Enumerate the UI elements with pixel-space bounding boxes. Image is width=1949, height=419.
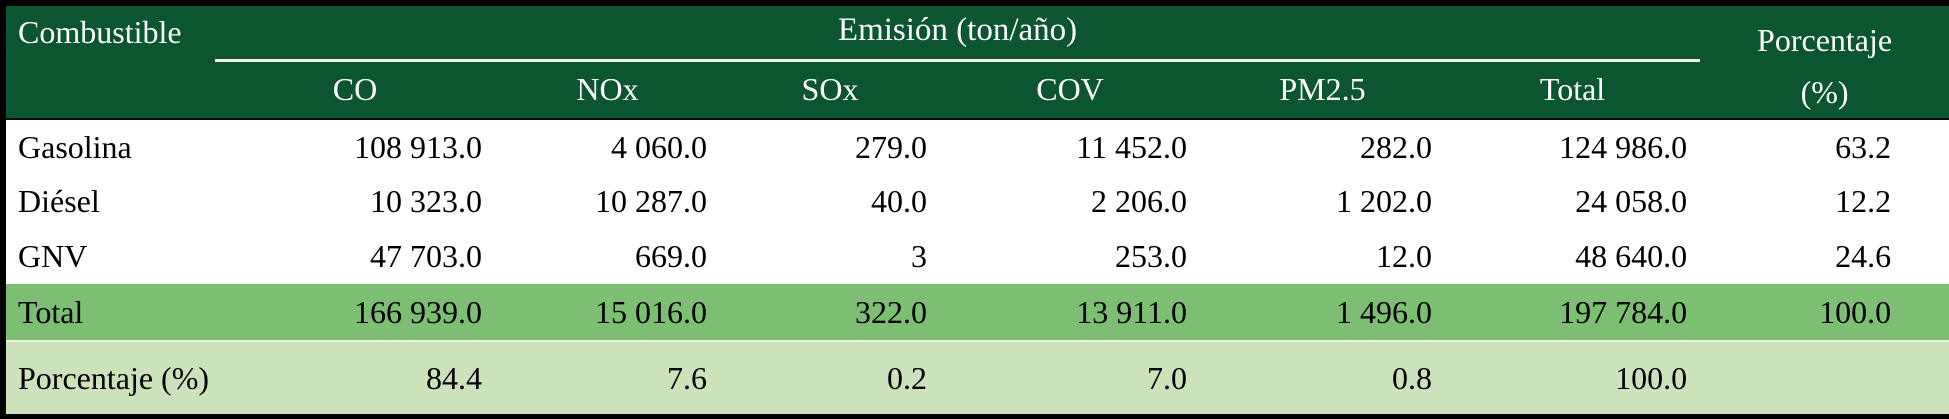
cell-sox: 279.0 — [855, 128, 927, 165]
cell-total: 124 986.0 — [1559, 128, 1688, 165]
cell-pm25: 0.8 — [1200, 340, 1445, 414]
row-label: GNV — [18, 238, 88, 274]
row-label: Gasolina — [18, 128, 132, 165]
cell-porcentaje: 12.2 — [1835, 183, 1892, 219]
cell-total: 100.0 — [1445, 340, 1701, 414]
cell-cov: 2 206.0 — [1091, 183, 1187, 219]
header-total: Total — [1445, 60, 1701, 120]
cell-nox: 669.0 — [635, 238, 707, 274]
cell-pm25: 12.0 — [1376, 238, 1432, 274]
cell-porcentaje-empty — [1700, 340, 1949, 414]
cell-sox: 3 — [911, 238, 927, 274]
table-row-gasolina: Gasolina 108 913.0 4 060.0 279.0 11 452.… — [6, 119, 1949, 174]
cell-nox: 4 060.0 — [611, 128, 707, 165]
cell-co: 166 939.0 — [354, 293, 482, 330]
cell-co: 84.4 — [215, 340, 495, 414]
table-row-diesel: Diésel 10 323.0 10 287.0 40.0 2 206.0 1 … — [6, 174, 1949, 229]
cell-co: 10 323.0 — [370, 183, 482, 219]
header-nox: NOx — [495, 60, 720, 120]
header-co: CO — [215, 60, 495, 120]
header-sox: SOx — [720, 60, 940, 120]
cell-porcentaje: 24.6 — [1835, 238, 1892, 274]
emissions-table: Combustible Emisión (ton/año) Porcentaje… — [6, 6, 1949, 414]
cell-total: 24 058.0 — [1575, 183, 1688, 219]
table-row-porcentaje: Porcentaje (%) 84.4 7.6 0.2 7.0 0.8 100.… — [6, 340, 1949, 414]
cell-pm25: 1 202.0 — [1336, 183, 1432, 219]
cell-total: 48 640.0 — [1575, 238, 1688, 274]
cell-total: 197 784.0 — [1559, 293, 1688, 330]
cell-porcentaje: 100.0 — [1819, 293, 1892, 330]
header-combustible: Combustible — [6, 6, 215, 120]
header-porcentaje-line2: (%) — [1800, 74, 1849, 110]
cell-cov: 13 911.0 — [1076, 293, 1187, 330]
header-porcentaje-line1: Porcentaje — [1757, 22, 1893, 58]
cell-cov: 253.0 — [1115, 238, 1187, 274]
header-porcentaje: Porcentaje (%) — [1700, 6, 1949, 120]
header-emission-group: Emisión (ton/año) — [215, 6, 1701, 62]
table-row-gnv: GNV 47 703.0 669.0 3 253.0 12.0 48 640.0… — [6, 229, 1949, 284]
header-pm25: PM2.5 — [1200, 60, 1445, 120]
cell-nox: 7.6 — [495, 340, 720, 414]
row-label: Total — [18, 293, 84, 330]
cell-cov: 11 452.0 — [1076, 128, 1187, 165]
cell-co: 108 913.0 — [354, 128, 482, 165]
cell-cov: 7.0 — [940, 340, 1200, 414]
cell-nox: 15 016.0 — [595, 293, 707, 330]
cell-nox: 10 287.0 — [595, 183, 707, 219]
cell-co: 47 703.0 — [370, 238, 482, 274]
table-row-total: Total 166 939.0 15 016.0 322.0 13 911.0 … — [6, 284, 1949, 341]
cell-sox: 40.0 — [871, 183, 927, 219]
cell-sox: 0.2 — [720, 340, 940, 414]
row-label: Porcentaje (%) — [6, 340, 215, 414]
cell-sox: 322.0 — [855, 293, 927, 330]
header-cov: COV — [940, 60, 1200, 120]
cell-pm25: 282.0 — [1360, 128, 1432, 165]
cell-pm25: 1 496.0 — [1336, 293, 1432, 330]
row-label: Diésel — [18, 183, 100, 219]
cell-porcentaje: 63.2 — [1835, 128, 1892, 165]
